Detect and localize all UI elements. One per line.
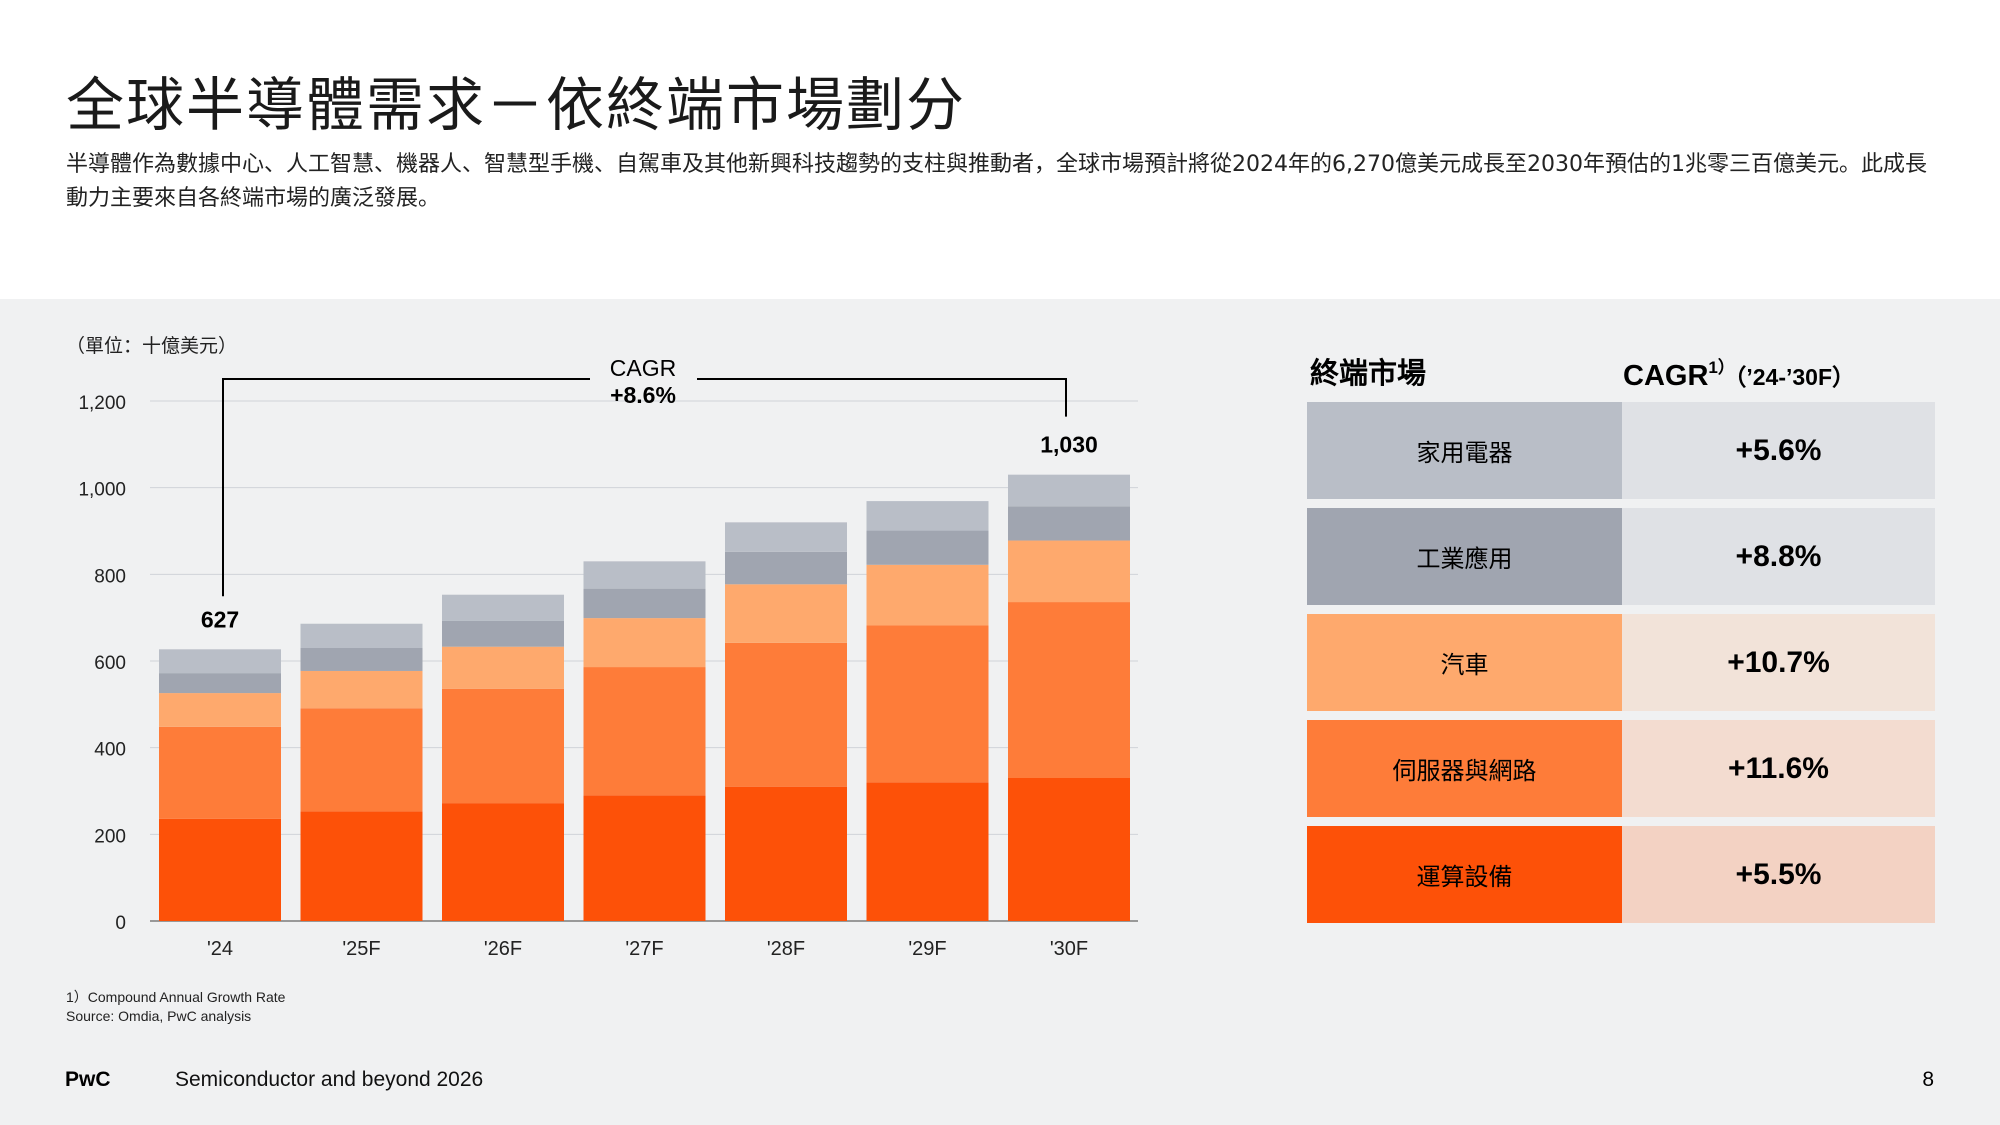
bar-segment bbox=[583, 667, 706, 796]
bar-segment bbox=[442, 620, 564, 647]
segment-row: 汽車 +10.7% bbox=[1307, 614, 1935, 711]
bar-segment bbox=[159, 673, 281, 694]
total-label: 1,030 bbox=[1040, 432, 1098, 458]
bar-segment bbox=[1008, 778, 1130, 921]
cagr-header-text: CAGR bbox=[1623, 360, 1709, 392]
cagr-value: +8.6% bbox=[610, 382, 676, 408]
bar-segment bbox=[300, 708, 423, 812]
bar-segment bbox=[1008, 602, 1130, 778]
segment-row: 運算設備 +5.5% bbox=[1307, 826, 1935, 923]
bar-segment bbox=[159, 649, 281, 674]
bar-segment bbox=[159, 726, 281, 819]
footnote-cagr: 1）Compound Annual Growth Rate bbox=[66, 989, 286, 1005]
bar-segment bbox=[866, 501, 989, 531]
intro-paragraph: 半導體作為數據中心、人工智慧、機器人、智慧型手機、自駕車及其他新興科技趨勢的支柱… bbox=[66, 152, 1927, 211]
table-header-market: 終端市場 bbox=[1310, 356, 1427, 390]
cagr-footnote-marker: 1） bbox=[1708, 358, 1735, 377]
table-header-cagr: CAGR1）（’24-’30F） bbox=[1623, 353, 1855, 393]
bar-segment bbox=[725, 522, 847, 552]
bar-segment bbox=[159, 693, 281, 727]
cagr-label: CAGR bbox=[610, 355, 676, 381]
bar-segment bbox=[866, 564, 989, 626]
page-number: 8 bbox=[1922, 1068, 1934, 1091]
bar-layer bbox=[159, 474, 1130, 921]
bar-segment bbox=[866, 625, 989, 783]
y-tick-label: 200 bbox=[94, 826, 126, 847]
unit-label: （單位：十億美元） bbox=[66, 335, 238, 357]
x-tick-label: '27F bbox=[625, 938, 663, 960]
segment-cagr: +5.6% bbox=[1622, 402, 1935, 499]
y-tick-label: 1,000 bbox=[78, 480, 126, 501]
bar-segment bbox=[1008, 540, 1130, 603]
segment-name: 運算設備 bbox=[1307, 826, 1622, 923]
page-title: 全球半導體需求－依終端市場劃分 bbox=[66, 71, 967, 139]
bar-segment bbox=[1008, 474, 1130, 507]
x-tick-label: '26F bbox=[484, 938, 522, 960]
x-tick-label: '30F bbox=[1050, 938, 1088, 960]
x-tick-label: '29F bbox=[908, 938, 946, 960]
y-tick-label: 0 bbox=[115, 913, 126, 934]
segment-name: 家用電器 bbox=[1307, 402, 1622, 499]
x-tick-label: '28F bbox=[767, 938, 805, 960]
bar-segment bbox=[300, 811, 423, 921]
cagr-header-range: （’24-’30F） bbox=[1734, 364, 1856, 390]
bar-segment bbox=[442, 803, 564, 921]
y-tick-label: 1,200 bbox=[78, 393, 126, 414]
bar-segment bbox=[300, 670, 423, 709]
bar-segment bbox=[583, 588, 706, 619]
bar-segment bbox=[583, 795, 706, 921]
y-tick-label: 800 bbox=[94, 566, 126, 587]
segment-row: 工業應用 +8.8% bbox=[1307, 508, 1935, 605]
segment-row: 伺服器與網路 +11.6% bbox=[1307, 720, 1935, 817]
bar-segment bbox=[300, 623, 423, 648]
y-tick-label: 600 bbox=[94, 653, 126, 674]
x-tick-label: '24 bbox=[207, 938, 233, 960]
bar-segment bbox=[159, 818, 281, 921]
segment-name: 伺服器與網路 bbox=[1307, 720, 1622, 817]
footnote-source: Source: Omdia, PwC analysis bbox=[66, 1008, 252, 1024]
segment-row: 家用電器 +5.6% bbox=[1307, 402, 1935, 499]
footer-text: Semiconductor and beyond 2026 bbox=[175, 1068, 484, 1091]
segment-cagr: +5.5% bbox=[1622, 826, 1935, 923]
bar-segment bbox=[725, 642, 847, 787]
bar-segment bbox=[1008, 506, 1130, 541]
bar-segment bbox=[583, 561, 706, 589]
segment-cagr: +11.6% bbox=[1622, 720, 1935, 817]
y-tick-label: 400 bbox=[94, 740, 126, 761]
segment-cagr: +10.7% bbox=[1622, 614, 1935, 711]
bar-segment bbox=[725, 786, 847, 921]
segment-name: 工業應用 bbox=[1307, 508, 1622, 605]
footnote: 1）Compound Annual Growth Rate Source: Om… bbox=[66, 988, 285, 1026]
segment-cagr: +8.8% bbox=[1622, 508, 1935, 605]
cagr-annotation: CAGR +8.6% bbox=[222, 355, 1067, 597]
footer-brand: PwC bbox=[65, 1068, 111, 1091]
stacked-bar-chart: 0 200 400 600 800 1,000 1,200 '24 '25F '26F '27F '2… bbox=[78, 355, 1138, 960]
bar-segment bbox=[583, 618, 706, 668]
segment-name: 汽車 bbox=[1307, 614, 1622, 711]
cagr-bracket-line bbox=[222, 378, 590, 597]
x-tick-label: '25F bbox=[342, 938, 380, 960]
bar-segment bbox=[866, 530, 989, 565]
bar-segment bbox=[442, 646, 564, 689]
bar-segment bbox=[300, 648, 423, 671]
bar-segment bbox=[725, 551, 847, 585]
cagr-bracket-line bbox=[697, 378, 1067, 417]
bar-segment bbox=[442, 688, 564, 804]
bar-segment bbox=[442, 594, 564, 621]
bar-segment bbox=[866, 782, 989, 921]
label-layer: 0 200 400 600 800 1,000 1,200 '24 '25F '26F '27F '2… bbox=[78, 393, 1097, 960]
total-label: 627 bbox=[201, 606, 239, 632]
bar-segment bbox=[725, 584, 847, 643]
